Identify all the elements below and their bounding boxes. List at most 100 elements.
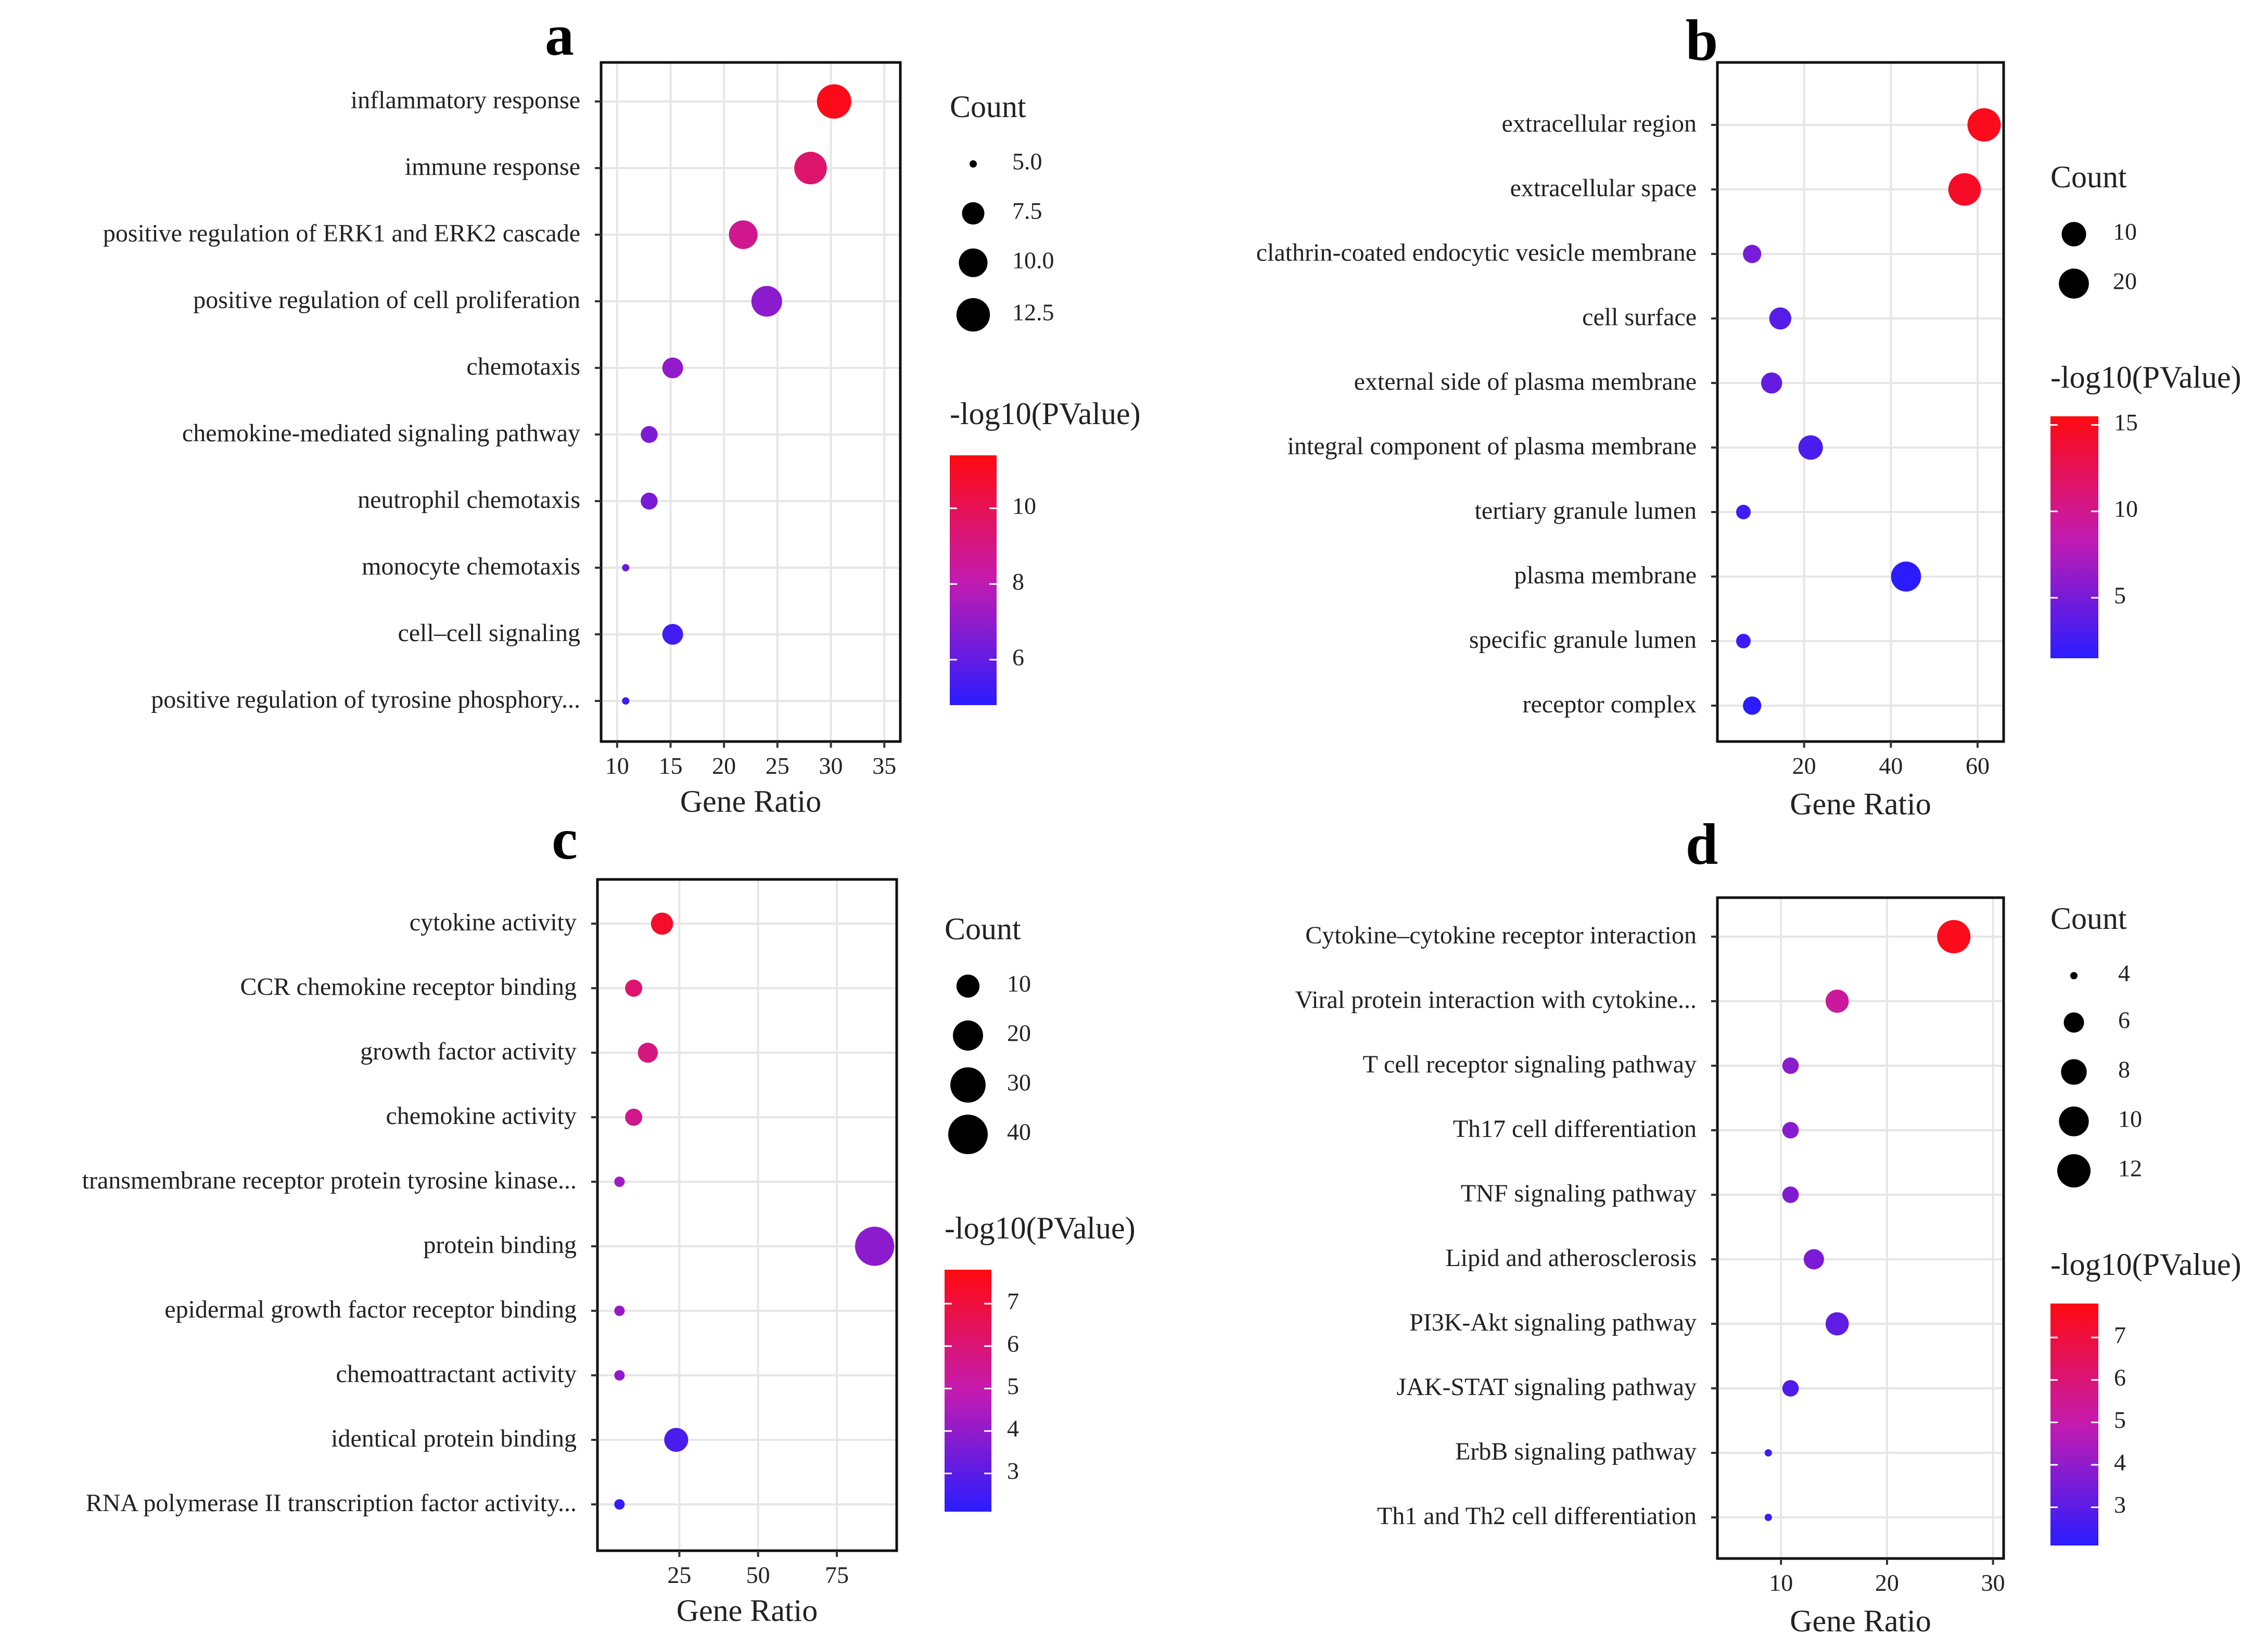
term-label: chemokine-mediated signaling pathway xyxy=(182,419,580,447)
term-label: immune response xyxy=(405,153,580,181)
size-legend-title: Count xyxy=(950,90,1026,124)
term-label: tertiary granule lumen xyxy=(1475,497,1697,525)
term-label: transmembrane receptor protein tyrosine … xyxy=(82,1167,577,1194)
term-label: plasma membrane xyxy=(1514,561,1697,589)
color-legend-label: 15 xyxy=(2114,409,2138,436)
term-label: cell surface xyxy=(1582,303,1697,331)
x-axis-title: Gene Ratio xyxy=(1790,1604,1931,1638)
plot-frame xyxy=(1716,896,2005,1560)
color-legend-bar xyxy=(950,455,997,705)
x-tick-label: 30 xyxy=(1981,1569,2005,1596)
size-legend-label: 30 xyxy=(1007,1069,1031,1096)
size-legend-key xyxy=(959,248,988,277)
term-label: neutrophil chemotaxis xyxy=(358,486,580,514)
x-tick-label: 50 xyxy=(746,1562,770,1588)
x-tick-label: 40 xyxy=(1879,752,1903,779)
term-label: Cytokine–cytokine receptor interaction xyxy=(1305,922,1697,949)
size-legend-key xyxy=(962,202,985,225)
color-legend-title: -log10(PValue) xyxy=(945,1211,1136,1245)
size-legend-key xyxy=(950,1067,986,1103)
x-tick-label: 10 xyxy=(1769,1569,1793,1596)
color-legend-title: -log10(PValue) xyxy=(2050,1247,2241,1282)
size-legend-label: 12 xyxy=(2118,1155,2142,1182)
term-label: PI3K-Akt signaling pathway xyxy=(1409,1309,1697,1336)
size-legend-label: 40 xyxy=(1007,1119,1031,1145)
data-point xyxy=(1736,634,1751,648)
color-legend-bar xyxy=(2050,416,2098,658)
data-point xyxy=(641,426,658,443)
term-label: protein binding xyxy=(423,1231,577,1259)
data-point xyxy=(817,84,851,119)
data-point xyxy=(641,492,658,510)
size-legend-key xyxy=(956,974,980,998)
data-point xyxy=(1948,173,1981,206)
panel-c: cytokine activity CCR chemokine receptor … xyxy=(82,878,1136,1628)
color-legend-label: 6 xyxy=(2114,1364,2126,1390)
term-label: epidermal growth factor receptor binding xyxy=(164,1296,577,1323)
plot-frame xyxy=(1716,61,2005,743)
size-legend-key xyxy=(970,160,977,168)
panel-d: Cytokine–cytokine receptor interaction Vi… xyxy=(1295,896,2241,1638)
x-tick-label: 20 xyxy=(712,752,736,779)
term-label: monocyte chemotaxis xyxy=(362,553,580,580)
x-tick-label: 60 xyxy=(1966,752,1990,779)
data-point xyxy=(625,979,643,997)
x-tick-label: 20 xyxy=(1875,1569,1899,1596)
data-point xyxy=(1825,1312,1849,1336)
data-point xyxy=(614,1306,625,1316)
data-point xyxy=(1798,435,1823,460)
size-legend-key xyxy=(2070,972,2078,979)
term-label: extracellular space xyxy=(1510,174,1697,202)
data-point xyxy=(614,1177,625,1187)
data-point xyxy=(855,1227,895,1266)
panel-letter-c: c xyxy=(552,807,578,872)
data-point xyxy=(622,564,630,571)
term-label: JAK-STAT signaling pathway xyxy=(1396,1373,1697,1401)
x-tick-label: 35 xyxy=(872,752,896,779)
term-label: receptor complex xyxy=(1523,691,1697,718)
color-legend-bar xyxy=(945,1270,991,1512)
data-point xyxy=(751,286,782,317)
size-legend-label: 6 xyxy=(2118,1007,2130,1033)
x-tick-label: 10 xyxy=(605,752,629,779)
term-label: positive regulation of tyrosine phosphor… xyxy=(151,686,580,713)
color-legend-label: 3 xyxy=(1007,1458,1019,1484)
size-legend-label: 7.5 xyxy=(1012,198,1042,224)
size-legend-label: 20 xyxy=(2113,268,2137,295)
size-legend-key xyxy=(953,1020,983,1051)
data-point xyxy=(729,220,758,249)
data-point xyxy=(1736,505,1751,519)
data-point xyxy=(1967,108,2001,142)
size-legend-key xyxy=(956,298,990,332)
term-label: positive regulation of cell proliferatio… xyxy=(193,286,580,314)
size-legend-label: 12.5 xyxy=(1012,299,1054,326)
size-legend-key xyxy=(2059,269,2089,299)
term-label: integral component of plasma membrane xyxy=(1288,432,1697,460)
color-legend-label: 6 xyxy=(1012,644,1024,670)
data-point xyxy=(1743,696,1762,715)
term-label: positive regulation of ERK1 and ERK2 cas… xyxy=(103,220,580,247)
term-label: extracellular region xyxy=(1502,110,1697,137)
data-point xyxy=(1937,920,1971,953)
data-point xyxy=(1782,1380,1799,1397)
data-point xyxy=(625,1108,643,1126)
size-legend-key xyxy=(2061,1059,2087,1085)
size-legend-key xyxy=(2061,222,2086,247)
size-legend-key xyxy=(2057,1154,2091,1187)
data-point xyxy=(1825,989,1849,1013)
term-label: external side of plasma membrane xyxy=(1354,368,1697,395)
term-label: specific granule lumen xyxy=(1469,626,1697,654)
color-legend-label: 3 xyxy=(2114,1491,2126,1518)
term-label: CCR chemokine receptor binding xyxy=(240,973,577,1001)
data-point xyxy=(662,357,683,378)
size-legend-title: Count xyxy=(2050,160,2127,194)
size-legend-label: 10.0 xyxy=(1012,247,1054,274)
panel-letter-d: d xyxy=(1686,812,1718,877)
x-tick-label: 25 xyxy=(667,1562,691,1588)
size-legend-key xyxy=(948,1115,988,1154)
term-label: cell–cell signaling xyxy=(398,619,580,647)
data-point xyxy=(1743,245,1762,263)
data-point xyxy=(1769,307,1792,330)
color-legend-label: 5 xyxy=(2114,582,2126,608)
